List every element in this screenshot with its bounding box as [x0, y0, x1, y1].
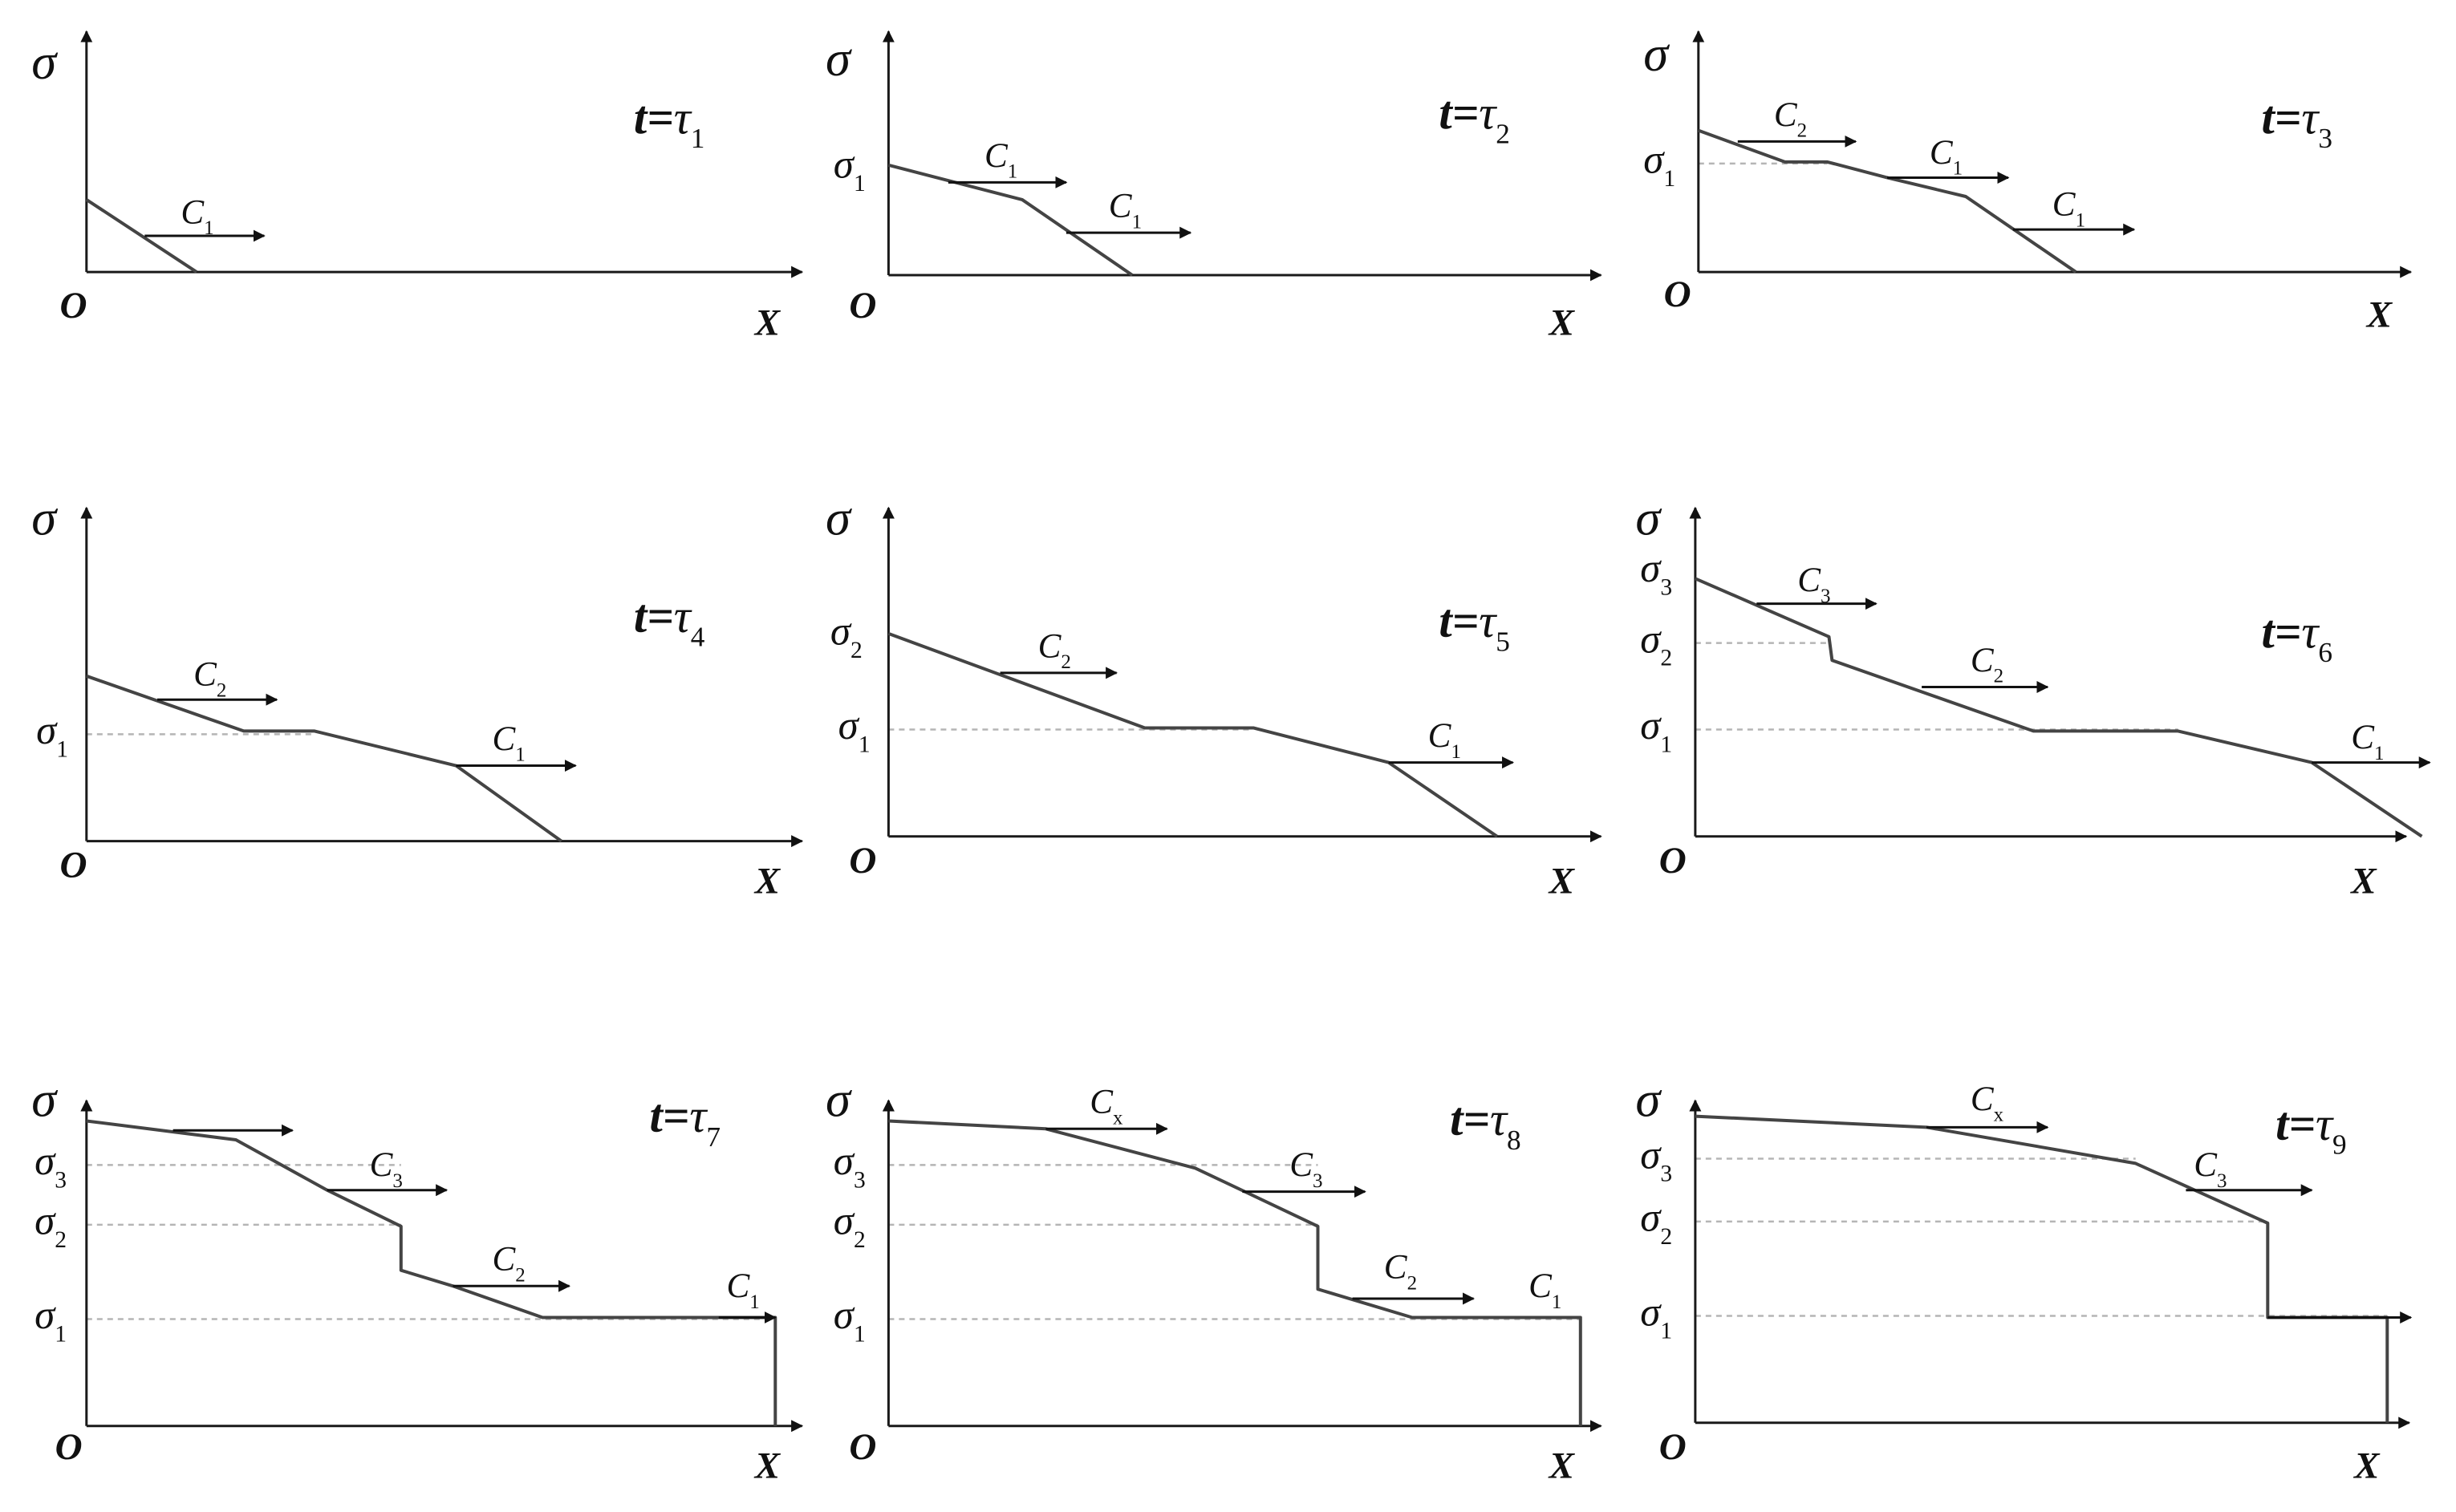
panel-7: σ O Xt=τ7 σ3 σ2 σ1 C3 C2 C1 — [31, 1072, 804, 1486]
time-label: t=τ7 — [649, 1090, 721, 1153]
x-axis-label: X — [753, 302, 781, 343]
origin-label: O — [59, 285, 87, 326]
wave-speed-label: C1 — [2052, 186, 2085, 232]
sigma-axis-label: σ — [826, 1072, 852, 1128]
wave-speed-label: C1 — [1528, 1267, 1561, 1313]
sigma-axis-label: σ — [826, 30, 852, 87]
sigma-level-label: σ3 — [834, 1139, 866, 1193]
x-axis-label: X — [753, 860, 781, 902]
wave-speed-label: C1 — [727, 1267, 760, 1313]
x-axis-label: X — [2365, 294, 2393, 336]
x-axis-label: X — [1548, 302, 1576, 343]
sigma-level-label: σ2 — [1640, 617, 1672, 671]
sigma-level-label: σ3 — [1640, 546, 1672, 600]
origin-label: O — [55, 1426, 83, 1468]
wave-speed-label: C1 — [2351, 719, 2384, 764]
sigma-level-label: σ1 — [1640, 1290, 1672, 1344]
sigma-level-label: σ2 — [35, 1199, 67, 1253]
wave-speed-label: C2 — [492, 1241, 525, 1287]
stress-profile-curve — [887, 632, 1499, 838]
sigma-axis-label: σ — [1643, 26, 1670, 82]
wave-speed-label: C2 — [1774, 96, 1807, 142]
time-label: t=τ9 — [2275, 1098, 2347, 1161]
sigma-axis-label: σ — [31, 489, 58, 545]
panel-5: σ O Xt=τ5 σ2 σ1 C2 C1 — [826, 489, 1602, 902]
sigma-level-label: σ1 — [834, 142, 866, 196]
sigma-level-label: σ1 — [36, 708, 68, 762]
wave-speed-label: C1 — [492, 720, 525, 766]
wave-speed-label: C3 — [2194, 1146, 2227, 1192]
time-label: t=τ1 — [634, 92, 705, 155]
wave-speed-label: C2 — [1384, 1248, 1417, 1294]
panel-2: σ O Xt=τ2 σ1 C1 C1 — [826, 30, 1602, 343]
panel-8: σ O Xt=τ8 σ3 σ2 σ1 Cx C3 C2 C1 — [826, 1072, 1602, 1486]
wave-speed-label: C3 — [1797, 561, 1830, 607]
time-label: t=τ5 — [1439, 595, 1510, 658]
wave-speed-label: C1 — [984, 137, 1017, 183]
panel-1: σ O Xt=τ1 C1 — [31, 30, 804, 343]
sigma-level-label: σ1 — [35, 1293, 67, 1347]
sigma-level-label: σ3 — [35, 1139, 67, 1193]
wave-speed-label: C3 — [370, 1146, 403, 1192]
wave-speed-label: Cx — [1971, 1080, 2004, 1126]
sigma-level-label: σ1 — [834, 1293, 866, 1347]
sigma-axis-label: σ — [826, 489, 852, 545]
origin-label: O — [849, 1426, 876, 1468]
wave-speed-label: C2 — [1038, 627, 1071, 673]
panel-6: σ O Xt=τ6 σ3 σ2 σ1 C3 C2 C1 — [1635, 489, 2431, 902]
stress-profile-curve — [85, 198, 198, 274]
time-label: t=τ6 — [2261, 606, 2332, 669]
wave-speed-label: C1 — [1109, 187, 1142, 233]
x-axis-label: X — [753, 1445, 781, 1486]
time-label: t=τ4 — [634, 590, 705, 653]
origin-label: O — [849, 285, 876, 326]
panel-9: σ O Xt=τ9 σ3 σ2 σ1 Cx C3 — [1635, 1072, 2413, 1486]
wave-speed-label: C2 — [1971, 642, 2003, 687]
sigma-axis-label: σ — [31, 34, 58, 90]
origin-label: O — [849, 840, 876, 882]
stress-profile-curve — [1698, 128, 2077, 274]
sigma-axis-label: σ — [1635, 489, 1662, 545]
stress-profile-curve — [86, 1119, 777, 1426]
sigma-axis-label: σ — [31, 1072, 58, 1128]
sigma-level-label: σ1 — [1640, 703, 1672, 757]
time-label: t=τ2 — [1439, 87, 1510, 150]
stress-profile-curve — [887, 163, 1134, 277]
origin-label: O — [59, 845, 87, 886]
origin-label: O — [1659, 840, 1687, 882]
wave-speed-label: Cx — [1090, 1084, 1123, 1129]
sigma-axis-label: σ — [1635, 1072, 1662, 1128]
sigma-level-label: σ2 — [1640, 1196, 1672, 1250]
wave-speed-label: C2 — [193, 656, 226, 702]
stress-profile-curve — [1695, 1114, 2389, 1423]
wave-speed-label: C1 — [1930, 134, 1963, 180]
sigma-level-label: σ2 — [834, 1199, 866, 1253]
panel-3: σ O Xt=τ3 σ1 C2 C1 C1 — [1643, 26, 2413, 336]
stress-profile-curve — [888, 1119, 1582, 1426]
x-axis-label: X — [2352, 1445, 2381, 1486]
x-axis-label: X — [1548, 1445, 1576, 1486]
time-label: t=τ3 — [2261, 92, 2332, 155]
sigma-level-label: σ2 — [830, 610, 863, 663]
sigma-level-label: σ3 — [1640, 1133, 1672, 1186]
wave-speed-label: C1 — [1428, 717, 1461, 763]
origin-label: O — [1664, 274, 1691, 315]
wave-speed-label: C3 — [1289, 1146, 1322, 1192]
stress-profile-curve — [86, 674, 562, 843]
sigma-level-label: σ1 — [838, 703, 871, 757]
time-label: t=τ8 — [1450, 1093, 1521, 1156]
panel-4: σ O Xt=τ4 σ1 C2 C1 — [31, 489, 804, 902]
x-axis-label: X — [2349, 860, 2377, 902]
wave-speed-label: C1 — [181, 193, 213, 239]
origin-label: O — [1659, 1426, 1687, 1468]
sigma-level-label: σ1 — [1643, 138, 1675, 192]
x-axis-label: X — [1548, 860, 1576, 902]
